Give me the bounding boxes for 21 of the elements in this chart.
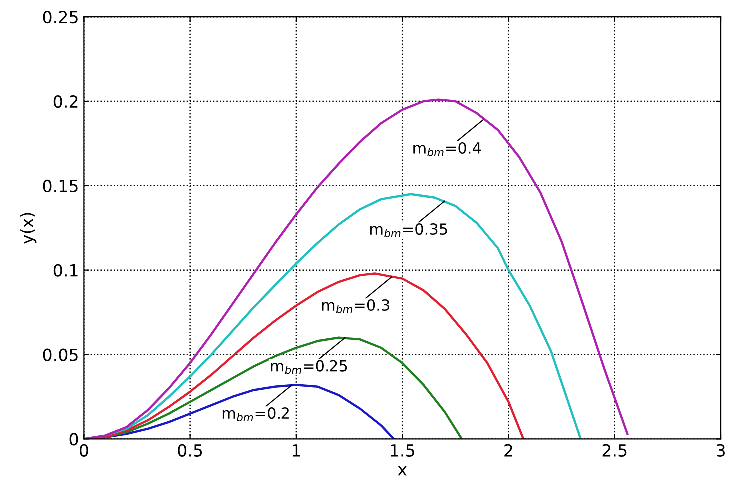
x-tick-label: 1.5 bbox=[391, 444, 414, 457]
x-axis-title: x bbox=[398, 466, 407, 476]
line-series bbox=[84, 98, 629, 440]
y-tick-label: 0.15 bbox=[43, 180, 78, 192]
y-tick-label: 0.2 bbox=[54, 95, 78, 108]
y-tick-label: 0.1 bbox=[54, 264, 78, 277]
x-tick-label: 0 bbox=[80, 444, 88, 457]
y-axis-title: y(x) bbox=[20, 213, 37, 244]
x-tick-label: 1 bbox=[292, 444, 300, 457]
x-tick-label: 3 bbox=[716, 444, 725, 457]
y-tick-label: 0.05 bbox=[43, 348, 78, 362]
annotation: m$_{bm}$=0.25 bbox=[271, 360, 348, 374]
y-tick-label: 0 bbox=[70, 433, 78, 446]
annotation: m$_{bm}$=0.35 bbox=[370, 223, 448, 238]
annotation: m$_{bm}$=0.2 bbox=[222, 408, 289, 422]
x-tick-label: 2 bbox=[504, 444, 512, 457]
annotation: m$_{bm}$=0.3 bbox=[322, 299, 390, 314]
y-tick-label: 0.25 bbox=[43, 11, 78, 24]
x-tick-label: 2.5 bbox=[602, 444, 627, 457]
annotation: m$_{bm}$=0.4 bbox=[414, 142, 482, 156]
x-tick-label: 0.5 bbox=[178, 444, 202, 457]
